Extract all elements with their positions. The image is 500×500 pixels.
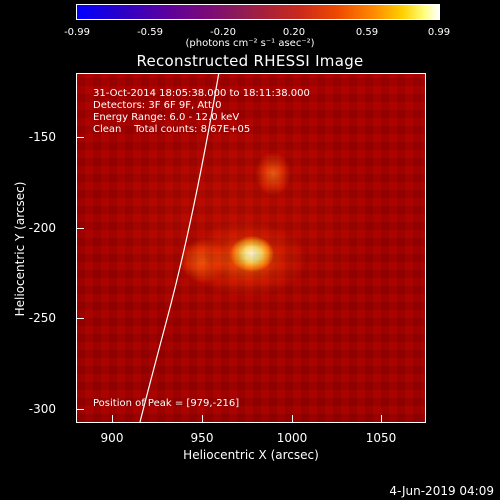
image-texture [77,74,425,422]
generation-date: 4-Jun-2019 04:09 [389,484,494,498]
rhessi-image-plot: 31-Oct-2014 18:05:38.000 to 18:11:38.000… [76,73,426,423]
observation-time: 31-Oct-2014 18:05:38.000 to 18:11:38.000 [93,88,310,99]
solar-limb-curve [139,74,220,422]
y-tick-label: -150 [28,130,56,144]
y-tickmark [76,409,84,410]
x-tick-label: 900 [100,431,124,445]
y-tickmark [76,228,84,229]
y-axis-label: Heliocentric Y (arcsec) [13,181,27,317]
colorbar-tick: 0.99 [427,27,451,38]
colorbar-tick: -0.20 [210,27,236,38]
colorbar [76,4,440,20]
y-tick-label: -300 [28,402,56,416]
y-tick-label: -250 [28,311,56,325]
clean-total-counts: Clean Total counts: 8.67E+05 [93,124,251,135]
detectors-info: Detectors: 3F 6F 9F, Att 0 [93,100,222,111]
image-title: Reconstructed RHESSI Image [136,52,364,70]
x-tick-label: 1000 [276,431,308,445]
x-tickmark [202,415,203,423]
peak-position: Position of Peak = [979,-216] [93,398,240,409]
colorbar-tick: -0.99 [64,27,90,38]
x-axis-label: Heliocentric X (arcsec) [183,448,319,462]
x-tickmark [381,415,382,423]
y-tickmark [76,318,84,319]
colorbar-unit: (photons cm⁻² s⁻¹ asec⁻²) [185,38,315,49]
x-tickmark [292,415,293,423]
x-tickmark [112,415,113,423]
colorbar-tick: 0.20 [282,27,306,38]
energy-range: Energy Range: 6.0 - 12.0 keV [93,112,240,123]
x-tick-label: 950 [190,431,214,445]
y-tick-label: -200 [28,221,56,235]
colorbar-tick: 0.59 [355,27,379,38]
x-tick-label: 1050 [365,431,397,445]
y-tickmark [76,137,84,138]
colorbar-tick: -0.59 [137,27,163,38]
